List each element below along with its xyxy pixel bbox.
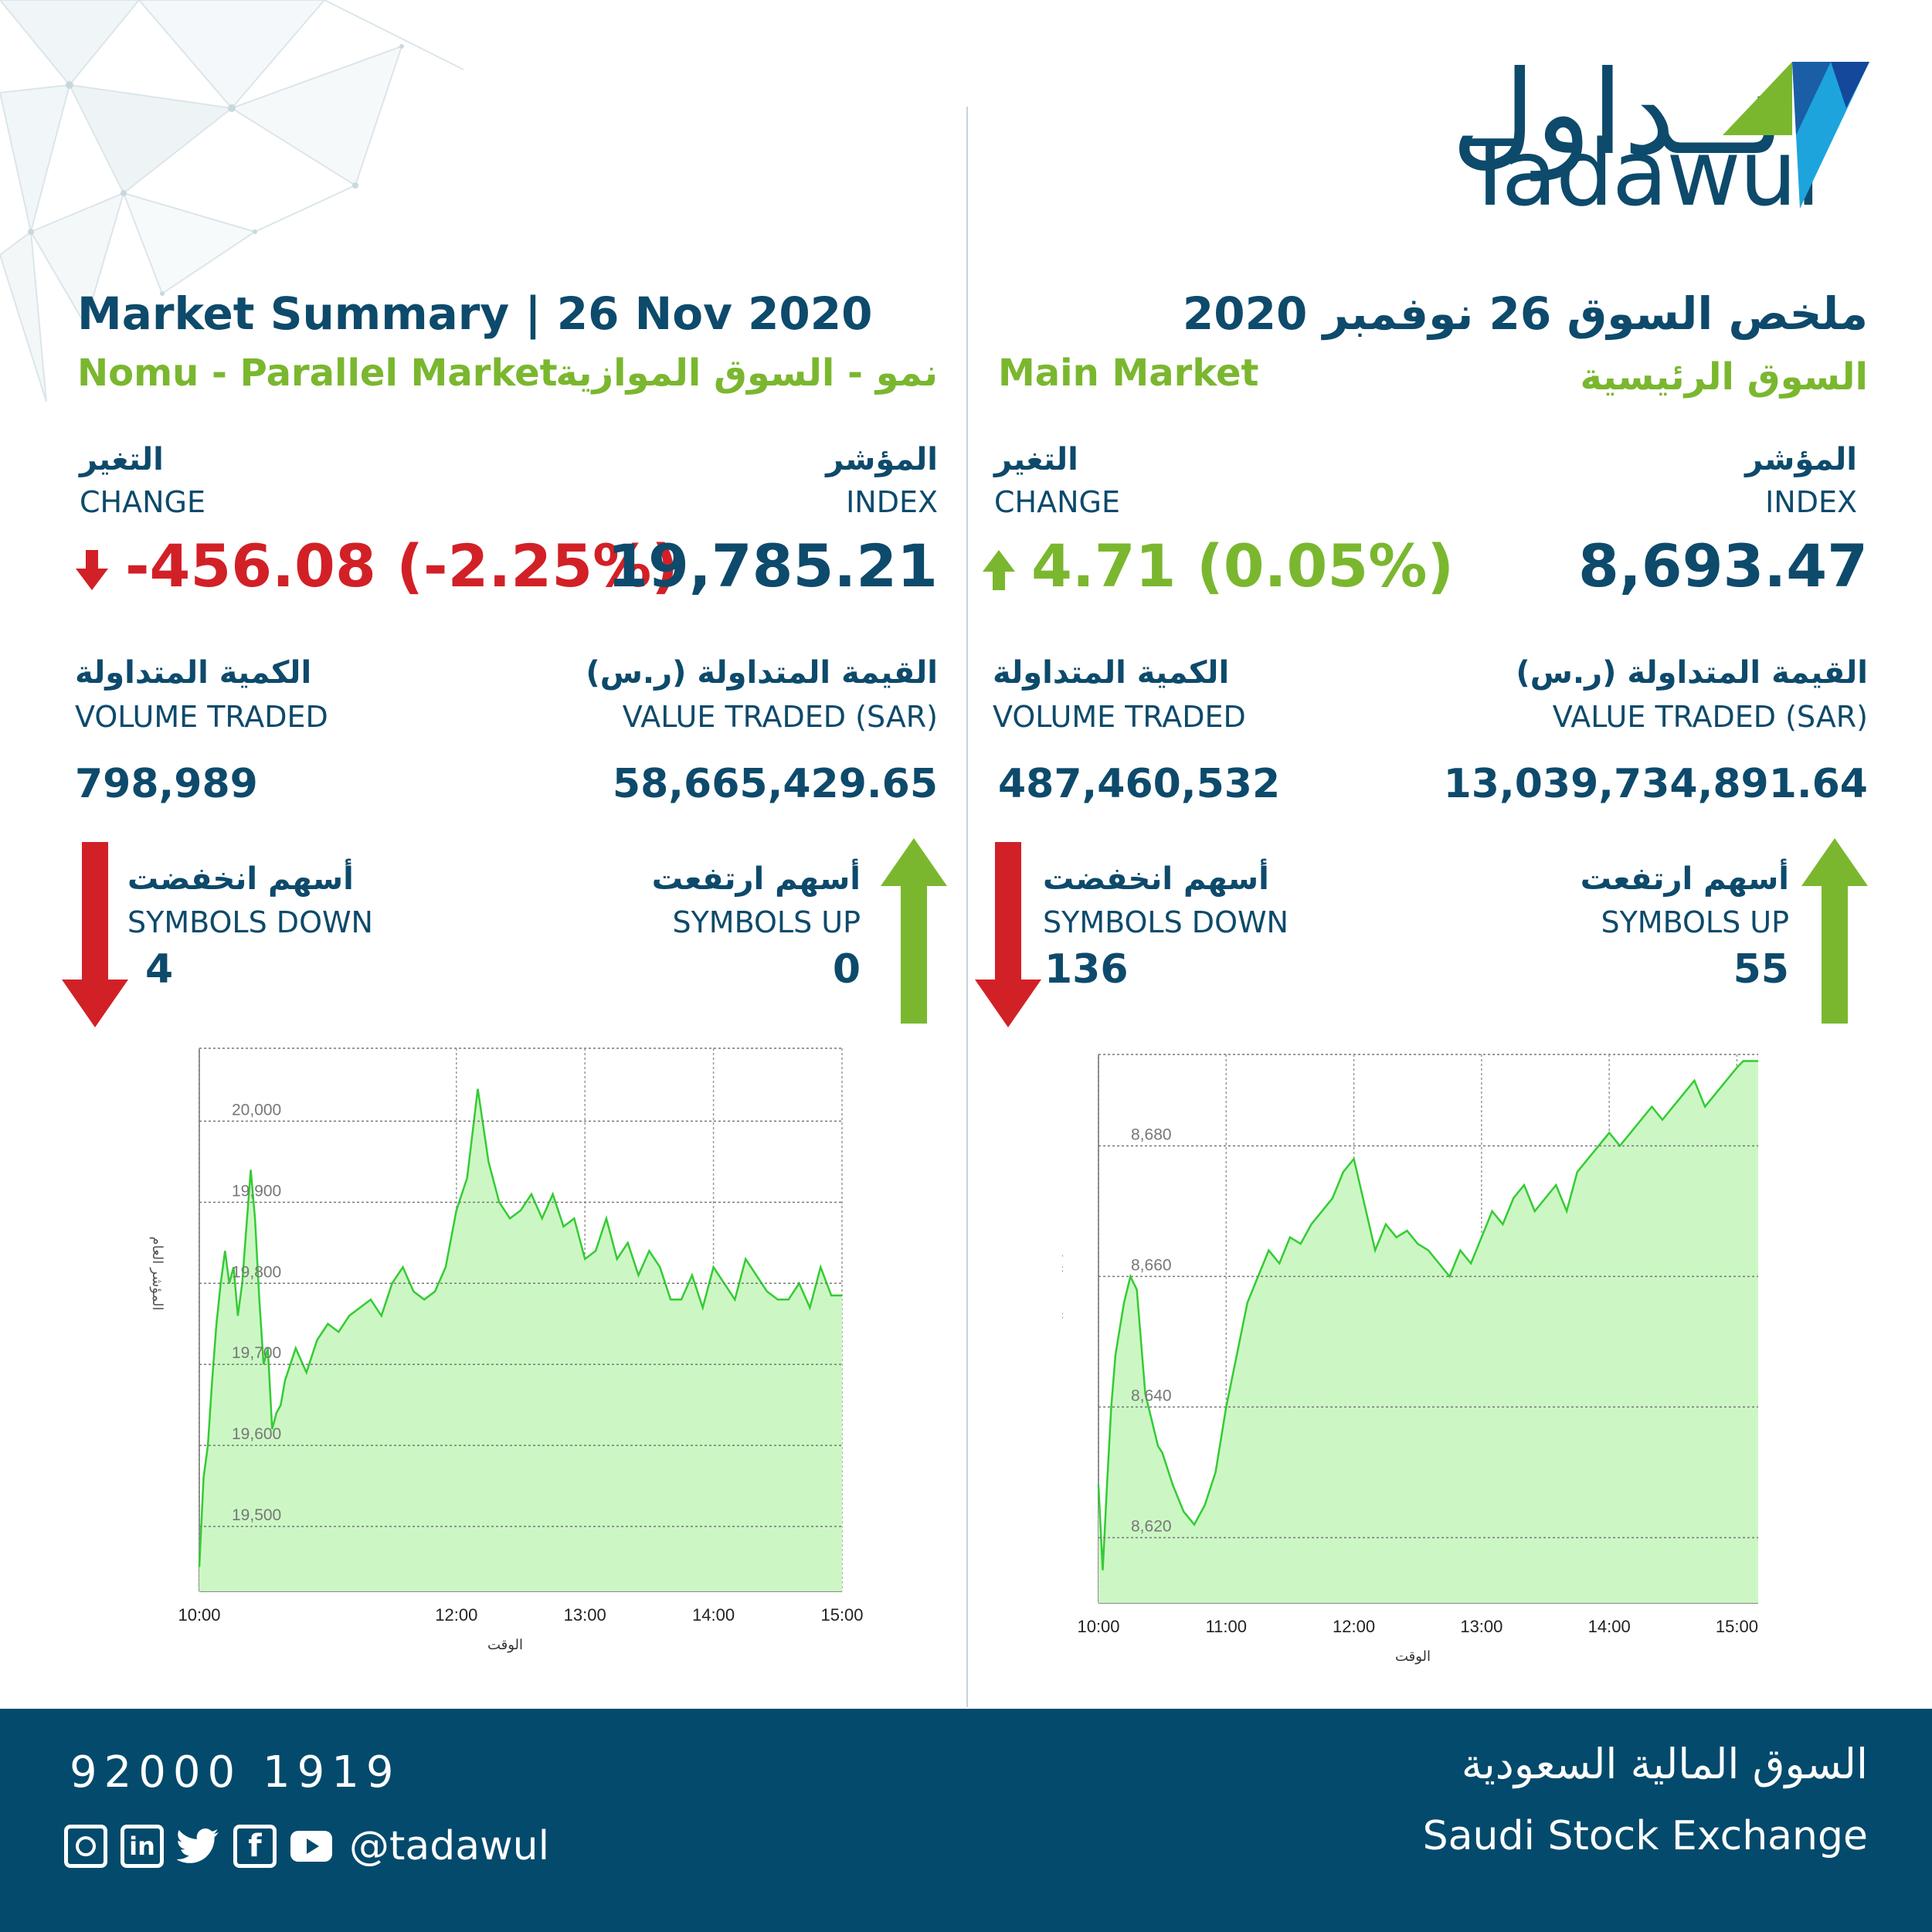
chart-area-fill <box>1098 1061 1758 1603</box>
main-value-label-en: VALUE TRADED (SAR) <box>1552 700 1868 734</box>
nomu-change-value: -456.08 (-2.25%) <box>125 531 678 600</box>
chart-y-axis-title: المؤشر العام <box>149 1236 165 1310</box>
main-index-value: 8,693.47 <box>1577 531 1868 600</box>
title-arabic: ملخص السوق 26 نوفمبر 2020 <box>1182 287 1868 340</box>
linkedin-icon[interactable]: in <box>121 1825 164 1868</box>
nomu-index-label-ar: المؤشر <box>826 442 938 477</box>
chart-x-axis-title: الوقت <box>1395 1648 1431 1665</box>
main-index-chart: 8,620 8,640 8,660 8,680 10:00 11:00 12:00 13:00… <box>1062 1054 1758 1665</box>
main-change-up-arrow-icon <box>983 550 1015 590</box>
chart-y-tick-label: 8,640 <box>1131 1387 1172 1404</box>
main-symbols-down-label-en: SYMBOLS DOWN <box>1043 905 1289 939</box>
chart-series-line <box>198 1088 842 1567</box>
footer-social-handle[interactable]: @tadawul <box>349 1823 550 1869</box>
nomu-volume-label-en: VOLUME TRADED <box>75 700 328 734</box>
chart-x-tick-label: 13:00 <box>564 1605 606 1625</box>
chart-x-tick-label: 12:00 <box>435 1605 477 1625</box>
main-market-name-en: Main Market <box>998 351 1259 395</box>
main-market-name-ar: السوق الرئيسية <box>1580 355 1868 399</box>
twitter-icon[interactable] <box>177 1825 220 1868</box>
footer-name-en: Saudi Stock Exchange <box>1422 1813 1868 1859</box>
chart-x-tick-label: 14:00 <box>692 1605 735 1625</box>
nomu-volume-value: 798,989 <box>75 761 258 807</box>
main-symbols-down-label-ar: أسهم انخفضت <box>1043 861 1269 897</box>
nomu-value-label-ar: القيمة المتداولة (ر.س) <box>586 655 938 691</box>
chart-x-axis-title: الوقت <box>487 1637 523 1653</box>
nomu-symbols-down-label-ar: أسهم انخفضت <box>127 861 354 897</box>
main-symbols-up-value: 55 <box>1733 946 1789 993</box>
chart-x-tick-label: 10:00 <box>178 1605 220 1625</box>
chart-x-tick-label: 15:00 <box>820 1605 863 1625</box>
nomu-symbols-up-value: 0 <box>832 946 861 993</box>
main-symbols-down-value: 136 <box>1044 946 1129 993</box>
nomu-market-name-en: Nomu - Parallel Market <box>77 351 558 395</box>
nomu-symbols-down-value: 4 <box>145 946 174 993</box>
main-change-label-en: CHANGE <box>994 485 1120 519</box>
chart-y-tick-label: 19,900 <box>232 1182 281 1200</box>
main-volume-label-ar: الكمية المتداولة <box>993 655 1230 691</box>
nomu-value-value: 58,665,429.65 <box>612 761 938 807</box>
nomu-index-label-en: INDEX <box>846 485 938 519</box>
title-english: Market Summary | 26 Nov 2020 <box>77 287 873 340</box>
nomu-value-label-en: VALUE TRADED (SAR) <box>622 700 938 734</box>
chart-y-tick-label: 8,620 <box>1131 1517 1172 1535</box>
nomu-symbols-up-label-ar: أسهم ارتفعت <box>651 861 861 897</box>
main-change-label-ar: التغير <box>994 442 1078 477</box>
main-index-label-ar: المؤشر <box>1745 442 1857 477</box>
nomu-symbols-up-arrow-icon <box>881 838 947 1024</box>
nomu-volume-label-ar: الكمية المتداولة <box>75 655 312 691</box>
main-symbols-up-label-ar: أسهم ارتفعت <box>1580 861 1789 897</box>
main-symbols-up-label-en: SYMBOLS UP <box>1601 905 1789 939</box>
main-volume-label-en: VOLUME TRADED <box>993 700 1246 734</box>
chart-y-axis-title: المؤشر العام <box>1062 1245 1064 1319</box>
main-symbols-up-arrow-icon <box>1801 838 1868 1024</box>
logo-arabic: تــداول <box>1451 46 1784 181</box>
main-value-label-ar: القيمة المتداولة (ر.س) <box>1516 655 1868 691</box>
chart-x-tick-label: 13:00 <box>1460 1617 1502 1636</box>
main-symbols-down-arrow-icon <box>975 842 1041 1027</box>
chart-area-fill <box>199 1088 842 1591</box>
chart-y-tick-label: 19,600 <box>232 1425 281 1443</box>
nomu-symbols-up-label-en: SYMBOLS UP <box>672 905 861 939</box>
main-change-value: 4.71 (0.05%) <box>1031 531 1455 600</box>
footer-phone: 92000 1919 <box>70 1747 401 1798</box>
nomu-change-label-ar: التغير <box>80 442 164 477</box>
main-volume-value: 487,460,532 <box>998 761 1281 807</box>
decorative-network-pattern <box>0 0 464 402</box>
chart-y-tick-label: 8,660 <box>1131 1256 1172 1274</box>
chart-y-tick-label: 19,800 <box>232 1263 281 1281</box>
facebook-icon[interactable]: f <box>233 1825 277 1868</box>
chart-y-tick-label: 20,000 <box>232 1101 281 1119</box>
logo-english: Tadawul <box>1462 120 1821 226</box>
chart-y-tick-label: 8,680 <box>1131 1126 1172 1143</box>
tadawul-logo-mark <box>1723 62 1869 209</box>
main-value-value: 13,039,734,891.64 <box>1443 761 1868 807</box>
nomu-change-label-en: CHANGE <box>80 485 205 519</box>
nomu-symbols-down-arrow-icon <box>62 842 128 1027</box>
instagram-icon[interactable] <box>64 1825 107 1868</box>
youtube-icon[interactable] <box>290 1825 333 1868</box>
chart-y-tick-label: 19,700 <box>232 1344 281 1362</box>
chart-x-tick-label: 11:00 <box>1206 1617 1247 1636</box>
chart-x-tick-label: 10:00 <box>1077 1617 1119 1636</box>
panel-divider <box>966 107 968 1707</box>
chart-x-tick-label: 15:00 <box>1716 1617 1758 1636</box>
nomu-index-value: 19,785.21 <box>607 531 938 600</box>
footer-name-ar: السوق المالية السعودية <box>1461 1740 1868 1788</box>
main-index-label-en: INDEX <box>1765 485 1857 519</box>
nomu-change-down-arrow-icon <box>76 550 108 590</box>
chart-y-tick-label: 19,500 <box>232 1506 281 1524</box>
chart-x-tick-label: 12:00 <box>1333 1617 1375 1636</box>
footer-bar: 92000 1919 in f @tadawul السوق المالية ا… <box>0 1709 1932 1932</box>
nomu-index-chart: 19,500 19,600 19,700 19,800 19,900 20,000 10:0… <box>149 1047 864 1653</box>
nomu-market-name-ar: نمو - السوق الموازية <box>555 351 938 395</box>
chart-x-tick-label: 14:00 <box>1588 1617 1631 1636</box>
nomu-symbols-down-label-en: SYMBOLS DOWN <box>127 905 373 939</box>
chart-series-line <box>1097 1060 1758 1570</box>
